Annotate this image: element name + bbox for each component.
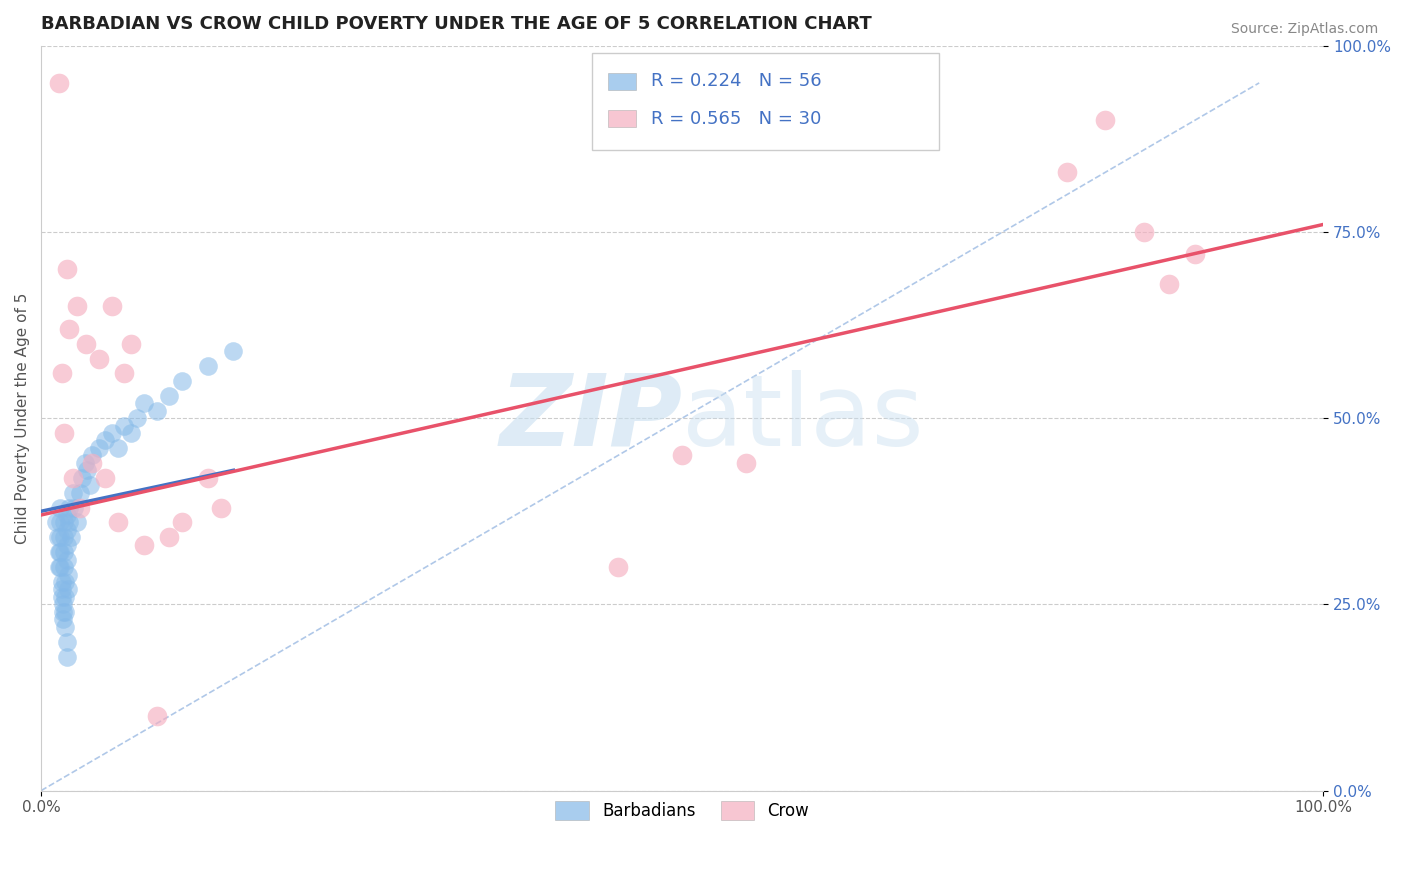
Point bbox=[58, 322, 80, 336]
Point bbox=[48, 76, 70, 90]
Text: atlas: atlas bbox=[682, 369, 924, 467]
Point bbox=[100, 425, 122, 440]
Point bbox=[55, 590, 77, 604]
Legend: Barbadians, Crow: Barbadians, Crow bbox=[548, 795, 815, 827]
Point bbox=[197, 359, 219, 373]
Point bbox=[55, 605, 77, 619]
Point bbox=[132, 538, 155, 552]
Point bbox=[55, 552, 77, 566]
Point bbox=[157, 389, 180, 403]
Point bbox=[49, 530, 72, 544]
Bar bbox=[607, 111, 636, 127]
Point bbox=[55, 649, 77, 664]
Text: ZIP: ZIP bbox=[499, 369, 682, 467]
Point bbox=[55, 634, 77, 648]
Point bbox=[52, 612, 75, 626]
Point bbox=[607, 560, 630, 574]
Point bbox=[53, 516, 76, 530]
Point bbox=[56, 582, 79, 597]
Point bbox=[55, 508, 77, 522]
Point bbox=[55, 574, 77, 589]
Point bbox=[55, 262, 77, 277]
Point bbox=[1159, 277, 1181, 291]
Point bbox=[52, 605, 75, 619]
Point bbox=[82, 456, 104, 470]
Point bbox=[51, 367, 73, 381]
Point bbox=[69, 500, 91, 515]
Point bbox=[62, 485, 84, 500]
Point bbox=[87, 441, 110, 455]
Text: BARBADIAN VS CROW CHILD POVERTY UNDER THE AGE OF 5 CORRELATION CHART: BARBADIAN VS CROW CHILD POVERTY UNDER TH… bbox=[41, 15, 872, 33]
Point bbox=[55, 538, 77, 552]
Point bbox=[56, 567, 79, 582]
Point bbox=[100, 299, 122, 313]
Point bbox=[52, 598, 75, 612]
Point bbox=[49, 545, 72, 559]
Point bbox=[1184, 247, 1206, 261]
Point bbox=[53, 545, 76, 559]
Y-axis label: Child Poverty Under the Age of 5: Child Poverty Under the Age of 5 bbox=[15, 293, 30, 544]
Point bbox=[53, 560, 76, 574]
Point bbox=[49, 560, 72, 574]
Point bbox=[197, 471, 219, 485]
Point bbox=[94, 471, 117, 485]
Point bbox=[1056, 165, 1078, 179]
Point bbox=[157, 530, 180, 544]
Point bbox=[53, 425, 76, 440]
Point bbox=[145, 403, 167, 417]
Point bbox=[172, 374, 194, 388]
Text: Source: ZipAtlas.com: Source: ZipAtlas.com bbox=[1230, 22, 1378, 37]
Point bbox=[51, 582, 73, 597]
Point bbox=[94, 434, 117, 448]
Point bbox=[107, 516, 129, 530]
Point bbox=[46, 530, 69, 544]
Point bbox=[51, 590, 73, 604]
Point bbox=[48, 560, 70, 574]
Point bbox=[132, 396, 155, 410]
Point bbox=[671, 449, 693, 463]
Point bbox=[82, 449, 104, 463]
Polygon shape bbox=[592, 54, 939, 150]
Point bbox=[63, 500, 86, 515]
Point bbox=[76, 463, 98, 477]
Point bbox=[58, 516, 80, 530]
Point bbox=[49, 500, 72, 515]
Point bbox=[107, 441, 129, 455]
Text: R = 0.224   N = 56: R = 0.224 N = 56 bbox=[651, 72, 823, 90]
Point bbox=[55, 620, 77, 634]
Point bbox=[55, 523, 77, 537]
Point bbox=[53, 530, 76, 544]
Point bbox=[1132, 225, 1154, 239]
Point bbox=[222, 344, 245, 359]
Text: R = 0.565   N = 30: R = 0.565 N = 30 bbox=[651, 110, 821, 128]
Point bbox=[114, 367, 136, 381]
Point bbox=[1094, 113, 1116, 128]
Point bbox=[120, 425, 142, 440]
Bar bbox=[607, 73, 636, 89]
Point bbox=[87, 351, 110, 366]
Point bbox=[114, 418, 136, 433]
Point bbox=[145, 709, 167, 723]
Point bbox=[120, 336, 142, 351]
Point bbox=[69, 485, 91, 500]
Point bbox=[66, 516, 89, 530]
Point bbox=[58, 500, 80, 515]
Point bbox=[49, 516, 72, 530]
Point bbox=[209, 500, 232, 515]
Point bbox=[172, 516, 194, 530]
Point bbox=[735, 456, 758, 470]
Point bbox=[59, 530, 82, 544]
Point bbox=[62, 471, 84, 485]
Point bbox=[75, 336, 97, 351]
Point bbox=[48, 545, 70, 559]
Point bbox=[70, 471, 93, 485]
Point bbox=[45, 516, 67, 530]
Point bbox=[73, 456, 96, 470]
Point bbox=[79, 478, 101, 492]
Point bbox=[127, 411, 149, 425]
Point bbox=[66, 299, 89, 313]
Point bbox=[51, 574, 73, 589]
